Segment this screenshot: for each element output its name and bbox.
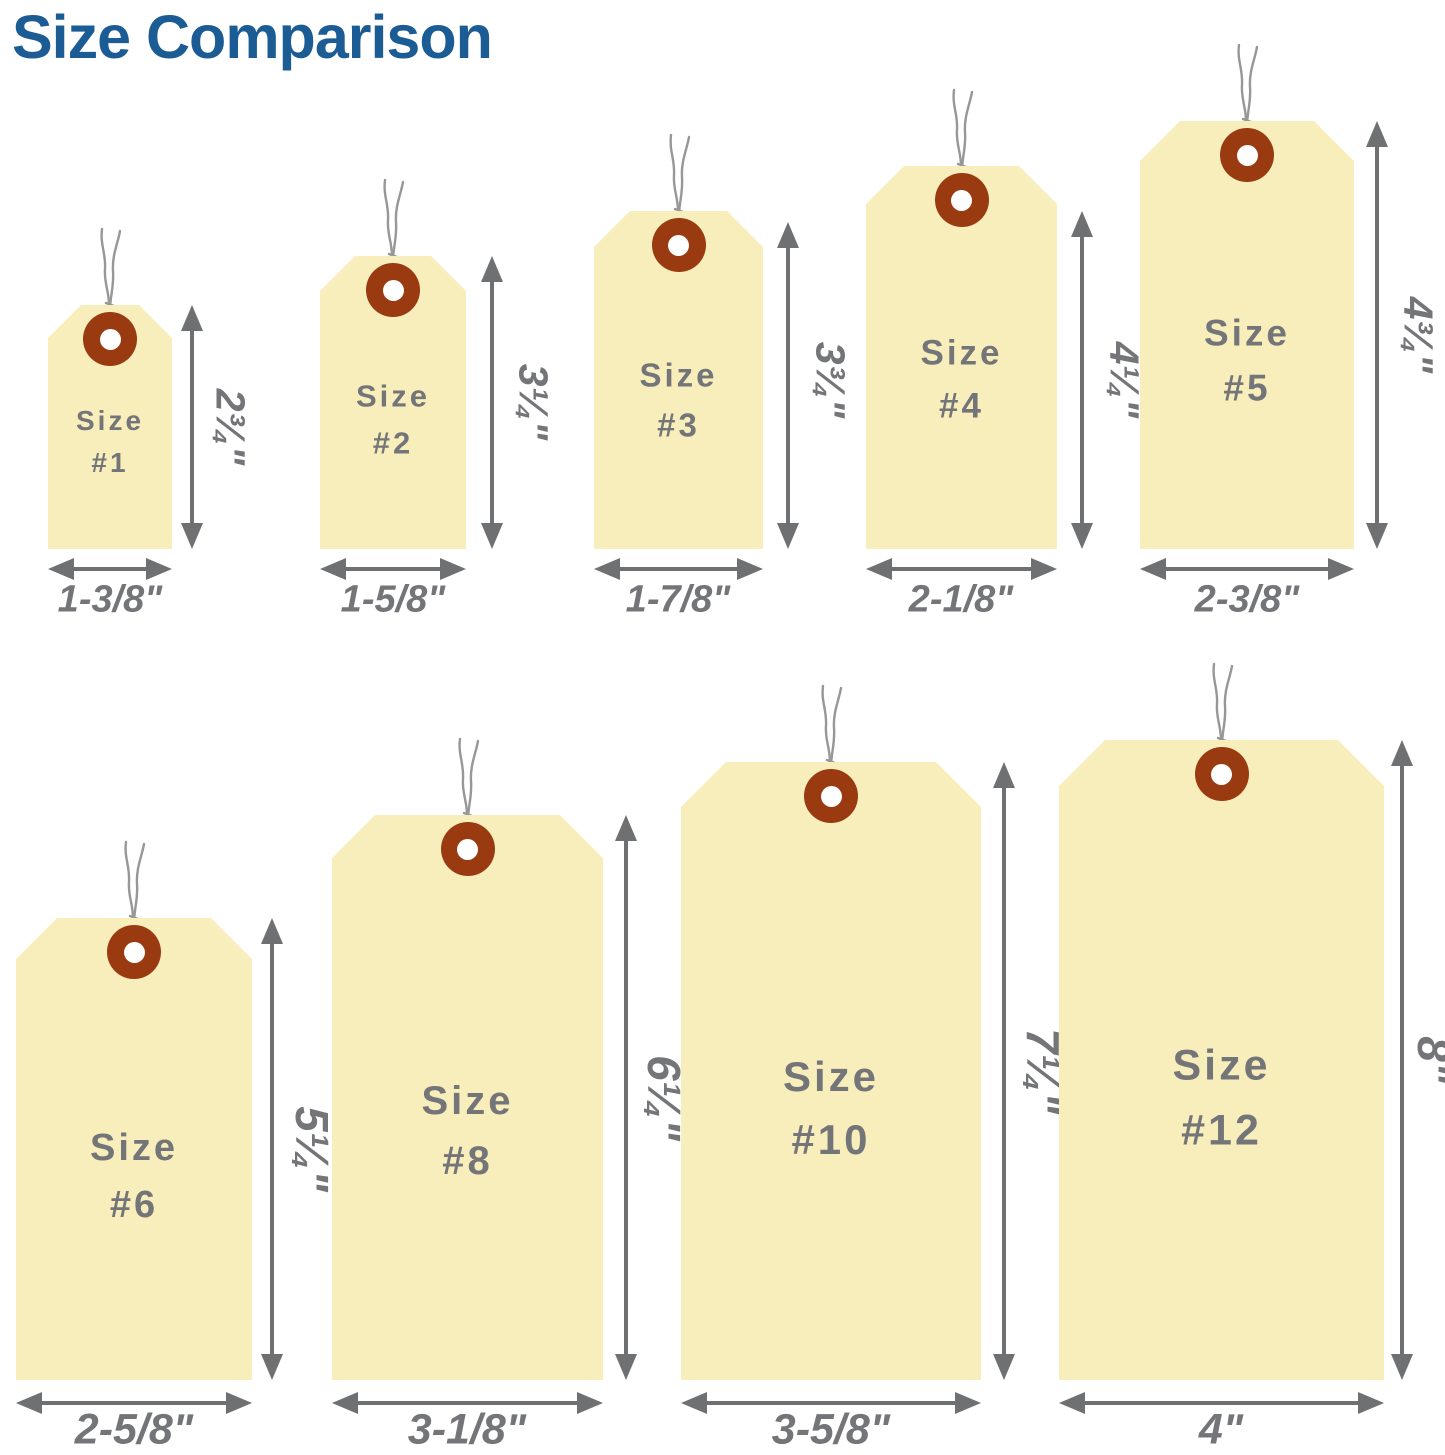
- eyelet: [1194, 747, 1249, 801]
- tag-shape: [866, 166, 1057, 549]
- height-arrow: [260, 918, 284, 1380]
- width-arrow: [320, 557, 466, 581]
- width-dimension-label: 3-5/8": [771, 1405, 891, 1454]
- page-title: Size Comparison: [12, 3, 493, 71]
- tag-size-8: Size #8: [332, 737, 603, 1380]
- eyelet: [366, 263, 420, 317]
- width-arrow: [681, 1391, 981, 1415]
- tag-size-label: Size #12: [1172, 1041, 1271, 1155]
- eyelet: [934, 173, 989, 227]
- height-dimension-label: 2¾": [207, 388, 254, 466]
- tag-size-1: Size #1: [48, 227, 172, 549]
- width-dimension-label: 1-7/8": [625, 578, 731, 621]
- width-arrow: [16, 1391, 252, 1415]
- tag-size-10: Size #10: [681, 684, 981, 1380]
- eyelet: [440, 822, 495, 876]
- height-dimension-label: 3¾": [807, 341, 854, 419]
- tag-size-6: Size #6: [16, 840, 252, 1380]
- height-arrow: [480, 256, 504, 549]
- tag-size-label: Size #8: [421, 1079, 514, 1184]
- height-dimension-label: 4¾": [1395, 296, 1442, 374]
- eyelet: [804, 769, 858, 823]
- width-dimension-label: 2-3/8": [1194, 578, 1300, 621]
- tag-size-label: Size #3: [639, 356, 718, 444]
- width-arrow: [48, 557, 172, 581]
- width-dimension-label: 1-3/8": [57, 578, 163, 621]
- eyelet-hole: [123, 941, 145, 963]
- tag-size-4: Size #4: [866, 88, 1057, 549]
- tag-size-label: Size #6: [89, 1126, 179, 1226]
- width-dimension-label: 3-1/8": [407, 1405, 527, 1454]
- eyelet-hole: [99, 328, 121, 350]
- tag-size-label: Size #5: [1203, 312, 1291, 409]
- width-dimension-label: 4": [1198, 1405, 1244, 1454]
- width-dimension-label: 1-5/8": [340, 578, 446, 621]
- height-arrow: [1070, 211, 1094, 549]
- height-arrow: [1390, 740, 1414, 1380]
- eyelet-hole: [1236, 144, 1258, 166]
- tag-shape: [1059, 740, 1384, 1380]
- width-arrow: [332, 1391, 603, 1415]
- width-dimension-label: 2-1/8": [908, 578, 1014, 621]
- tag-size-label: Size #10: [782, 1053, 880, 1164]
- eyelet-hole: [1211, 763, 1232, 785]
- width-arrow: [1140, 557, 1354, 581]
- tag-shape: [16, 918, 252, 1380]
- height-dimension-label: 5¼": [286, 1106, 338, 1192]
- tag-size-3: Size #3: [594, 133, 763, 549]
- height-arrow: [614, 815, 638, 1380]
- tag-size-label: Size #2: [355, 378, 431, 461]
- height-dimension-label: 8": [1408, 1036, 1445, 1084]
- tag-size-label: Size #1: [75, 404, 145, 478]
- eyelet: [651, 218, 706, 272]
- eyelet-hole: [457, 838, 478, 860]
- width-dimension-label: 2-5/8": [74, 1405, 194, 1454]
- width-arrow: [866, 557, 1057, 581]
- tag-shape: [681, 762, 981, 1380]
- width-arrow: [1059, 1391, 1384, 1415]
- eyelet-hole: [382, 279, 404, 301]
- eyelet: [83, 312, 137, 366]
- eyelet-hole: [668, 234, 689, 256]
- height-dimension-label: 3¼": [510, 363, 557, 441]
- eyelet-hole: [951, 189, 972, 211]
- tag-size-12: Size #12: [1059, 662, 1384, 1380]
- height-arrow: [1365, 121, 1389, 549]
- width-arrow: [594, 557, 763, 581]
- tag-shape: [1140, 121, 1354, 549]
- tag-shape: [332, 815, 603, 1380]
- height-arrow: [776, 222, 800, 549]
- height-arrow: [992, 762, 1016, 1380]
- tag-size-2: Size #2: [320, 178, 466, 549]
- eyelet: [107, 925, 161, 979]
- eyelet-hole: [820, 785, 842, 807]
- tag-size-5: Size #5: [1140, 43, 1354, 549]
- eyelet: [1220, 128, 1274, 182]
- tag-size-label: Size #4: [920, 333, 1003, 426]
- height-arrow: [180, 305, 204, 549]
